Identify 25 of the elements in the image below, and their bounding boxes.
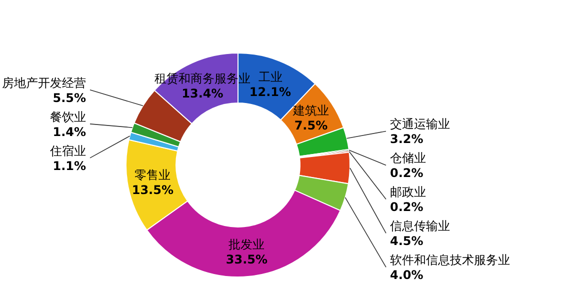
data-label: 7.5% — [294, 118, 328, 133]
slice-label: 邮政业 — [390, 185, 426, 200]
data-label: 1.1% — [52, 158, 86, 173]
data-label: 0.2% — [390, 200, 424, 214]
data-label: 4.5% — [390, 234, 424, 248]
slice-label: 工业 — [258, 70, 282, 84]
slice-label: 房地产开发经营 — [2, 76, 86, 90]
data-label: 5.5% — [52, 90, 86, 105]
data-label: 3.2% — [390, 132, 424, 146]
slice-label: 软件和信息技术服务业 — [390, 253, 510, 268]
data-label: 33.5% — [226, 252, 268, 267]
data-label: 1.4% — [52, 124, 86, 139]
slice-label: 交通运输业 — [390, 117, 450, 132]
slice-label: 信息传输业 — [390, 219, 450, 234]
slice-label: 餐饮业 — [50, 110, 86, 124]
slice-label: 批发业 — [228, 238, 265, 252]
data-label: 0.2% — [390, 166, 424, 180]
slice-label: 仓储业 — [390, 151, 426, 166]
data-label: 13.4% — [182, 86, 224, 101]
slice-label: 建筑业 — [292, 104, 329, 118]
slice-label: 零售业 — [134, 168, 171, 182]
data-label: 4.0% — [390, 268, 424, 282]
data-label: 12.1% — [249, 85, 292, 100]
slice-label: 住宿业 — [49, 144, 86, 158]
data-label: 13.5% — [132, 182, 174, 197]
